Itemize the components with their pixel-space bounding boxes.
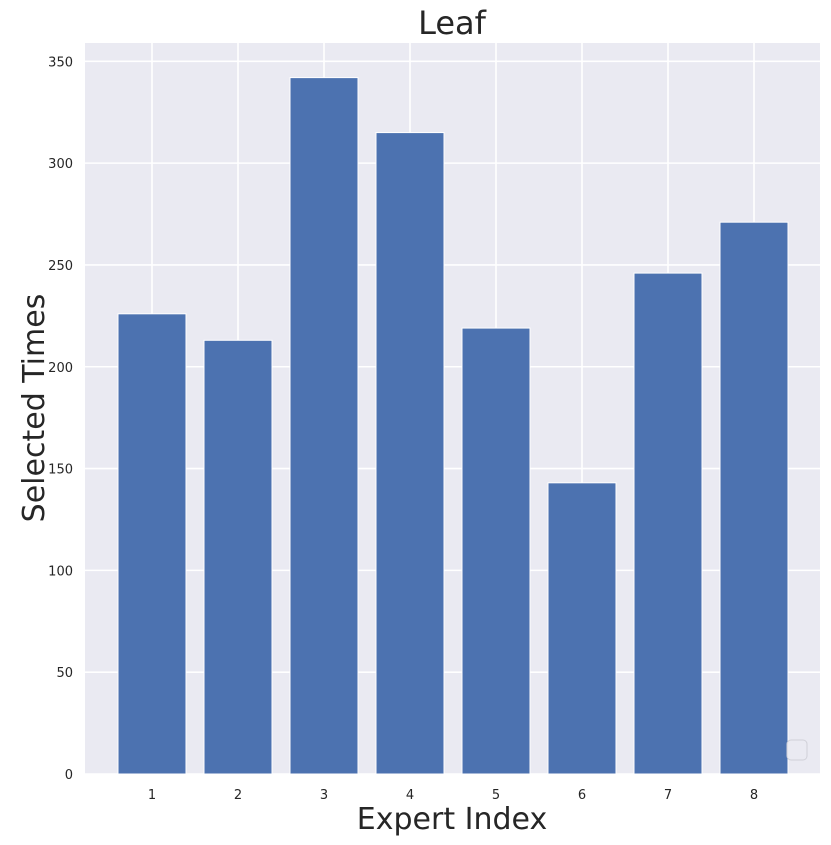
y-tick-label: 0: [65, 768, 73, 783]
y-axis-title: Selected Times: [17, 294, 52, 523]
y-tick-label: 100: [48, 564, 73, 579]
x-tick-labels: 1 2 3 4 5 6 7 8: [148, 788, 758, 803]
bar-expert-7: [633, 272, 703, 775]
x-tick-label: 4: [406, 788, 414, 803]
legend-box: [786, 739, 808, 761]
bar-expert-5: [461, 327, 531, 775]
x-tick-label: 2: [234, 788, 242, 803]
bar-expert-3: [289, 77, 359, 775]
plot-area: [85, 43, 820, 774]
x-axis-title: Expert Index: [357, 802, 547, 837]
bars: [117, 77, 789, 775]
bar-expert-2: [203, 339, 273, 775]
x-tick-label: 7: [664, 788, 672, 803]
chart-title: Leaf: [418, 4, 487, 42]
y-tick-label: 150: [48, 463, 73, 478]
y-tick-label: 300: [48, 157, 73, 172]
bar-expert-1: [117, 313, 187, 775]
y-tick-label: 50: [56, 666, 73, 681]
x-tick-label: 8: [750, 788, 758, 803]
x-tick-label: 3: [320, 788, 328, 803]
y-tick-labels: 0 50 100 150 200 250 300 350: [48, 55, 73, 783]
x-tick-label: 5: [492, 788, 500, 803]
y-tick-label: 250: [48, 259, 73, 274]
bar-expert-6: [547, 482, 617, 775]
bar-expert-8: [719, 221, 789, 775]
y-tick-label: 350: [48, 55, 73, 70]
x-tick-label: 1: [148, 788, 156, 803]
y-tick-label: 200: [48, 361, 73, 376]
bar-expert-4: [375, 132, 445, 775]
x-tick-label: 6: [578, 788, 586, 803]
